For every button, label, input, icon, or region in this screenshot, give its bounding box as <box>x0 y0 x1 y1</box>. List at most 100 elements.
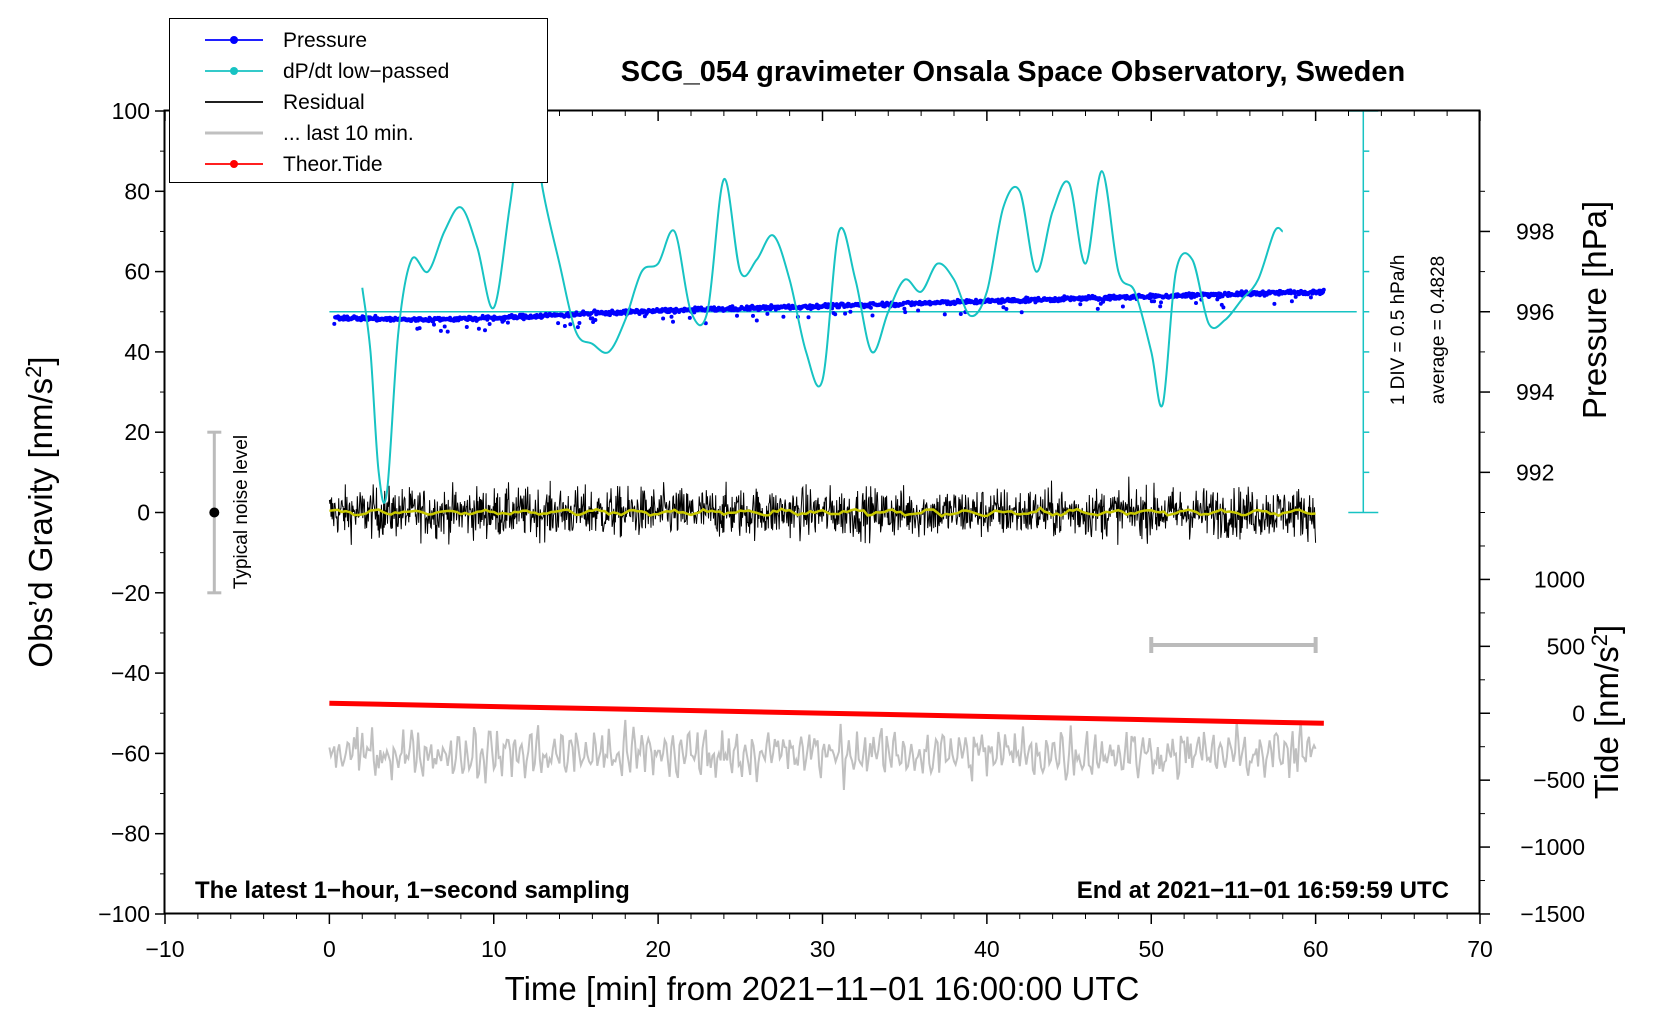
pressure-point <box>556 321 561 326</box>
dpdt-line <box>361 89 1284 504</box>
pressure-point <box>1221 305 1226 310</box>
y-tick-label: 100 <box>112 98 150 124</box>
bottom-left-note: The latest 1−hour, 1−second sampling <box>195 877 630 904</box>
y-axis-pressure: 992 994 996 998 <box>1480 190 1555 513</box>
pressure-point <box>1289 299 1294 304</box>
y-tick-label: −80 <box>111 821 150 847</box>
pressure-point <box>464 325 469 329</box>
tide-tick-label: −1000 <box>1520 834 1585 860</box>
y-tick-label: 60 <box>124 259 150 285</box>
pressure-point <box>332 321 337 326</box>
pressure-point <box>568 322 573 327</box>
pressure-point <box>1152 299 1157 304</box>
plot-area <box>207 89 1379 790</box>
pressure-point <box>592 308 597 313</box>
pressure-point <box>671 319 675 324</box>
legend-marker <box>230 67 238 75</box>
legend-box <box>169 18 548 183</box>
tide-tick-label: −1500 <box>1520 901 1585 927</box>
pressure-point <box>848 309 853 314</box>
tide-tick-label: −500 <box>1533 767 1585 793</box>
pressure-point <box>692 310 697 315</box>
pressure-point <box>483 328 487 333</box>
pressure-point <box>1095 306 1100 311</box>
pressure-point <box>438 328 443 333</box>
y-axis-pressure-title: Pressure [hPa] <box>1576 201 1613 419</box>
pressure-point <box>1078 302 1083 307</box>
y-tick-label: 20 <box>124 419 150 445</box>
pressure-point <box>765 311 770 316</box>
x-tick-label: 40 <box>974 936 1000 962</box>
pressure-tick-label: 992 <box>1516 459 1554 485</box>
pressure-point <box>751 313 755 318</box>
pressure-point <box>432 322 436 327</box>
pressure-point <box>661 316 666 321</box>
legend-label: ... last 10 min. <box>283 122 414 145</box>
pressure-point <box>505 320 510 325</box>
y-axis-tide-title: Tide [nm/s2] <box>1587 625 1625 799</box>
pressure-point <box>1004 307 1009 311</box>
pressure-point <box>730 304 735 309</box>
pressure-point <box>754 318 759 323</box>
pressure-point <box>442 324 447 329</box>
pressure-point <box>806 315 811 320</box>
pressure-point <box>1293 294 1298 299</box>
pressure-point <box>781 314 786 319</box>
pressure-point <box>833 312 838 317</box>
residual-smoothed-line <box>329 506 1316 518</box>
pressure-point <box>590 316 595 321</box>
theor-tide-line <box>329 700 1324 726</box>
pressure-point <box>903 310 908 315</box>
pressure-point <box>843 311 848 316</box>
legend-marker <box>230 36 238 44</box>
div-label: 1 DIV = 0.5 hPa/h <box>1388 255 1409 406</box>
y-tick-label: −20 <box>111 580 150 606</box>
pressure-points <box>332 287 1326 334</box>
y-tick-label: −60 <box>111 740 150 766</box>
x-tick-label: 50 <box>1138 936 1164 962</box>
y-tick-label: 40 <box>124 339 150 365</box>
y-axis-tide: −1500 −1000 −500 0 500 1000 <box>1480 545 1585 927</box>
last-10-min-line <box>328 719 1317 790</box>
noise-bar-center <box>209 507 220 518</box>
pressure-point <box>1120 304 1125 309</box>
pressure-point <box>417 326 422 331</box>
pressure-point <box>476 326 481 331</box>
x-axis-title: Time [min] from 2021−11−01 16:00:00 UTC <box>505 970 1140 1007</box>
y-tick-label: 0 <box>137 500 150 526</box>
bottom-right-note: End at 2021−11−01 16:59:59 UTC <box>1077 877 1449 904</box>
pressure-point <box>958 312 963 316</box>
x-axis: −10 0 10 20 30 40 50 60 70 <box>145 111 1493 962</box>
pressure-tick-label: 994 <box>1516 379 1555 405</box>
tide-tick-label: 500 <box>1547 633 1585 659</box>
pressure-point <box>1158 304 1163 309</box>
pressure-point <box>577 321 582 325</box>
pressure-point <box>445 329 450 334</box>
y-tick-label: −40 <box>111 660 150 686</box>
pressure-point <box>735 313 739 318</box>
tide-tick-label: 0 <box>1572 700 1585 726</box>
x-tick-label: 70 <box>1467 936 1493 962</box>
tide-tick-label: 1000 <box>1534 566 1585 592</box>
y-axis-left: −100 −80 −60 −40 −20 0 20 40 60 80 100 <box>98 98 165 927</box>
legend-label: Pressure <box>283 29 367 52</box>
pressure-point <box>687 315 692 320</box>
pressure-point <box>1001 305 1006 310</box>
pressure-point <box>1194 301 1198 305</box>
pressure-point <box>487 322 492 326</box>
x-tick-label: 30 <box>810 936 836 962</box>
pressure-point <box>1159 300 1163 305</box>
pressure-point <box>562 324 567 328</box>
y-tick-label: −100 <box>98 901 150 927</box>
pressure-point <box>868 305 873 310</box>
x-tick-label: 60 <box>1303 936 1329 962</box>
pressure-point <box>593 318 598 322</box>
legend-items: Pressure dP/dt low−passed Residual ... last… <box>205 29 449 176</box>
legend-label: Residual <box>283 91 365 114</box>
legend-label: dP/dt low−passed <box>283 60 449 83</box>
pressure-point <box>870 313 875 318</box>
pressure-point <box>1019 310 1024 315</box>
pressure-point <box>1321 287 1326 292</box>
noise-label: Typical noise level <box>231 435 252 589</box>
pressure-tick-label: 998 <box>1516 218 1554 244</box>
